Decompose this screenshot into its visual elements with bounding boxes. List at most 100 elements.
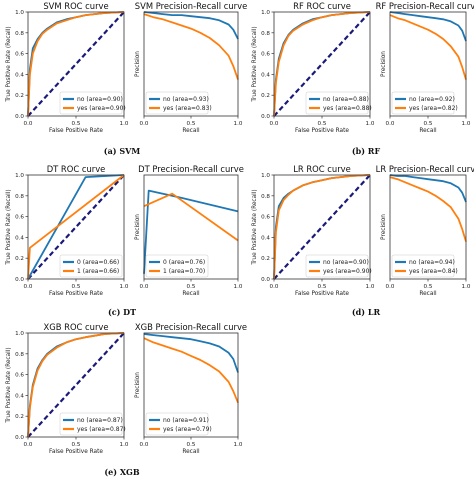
series-line-1 [389, 176, 467, 242]
chart-title: LR Precision-Recall curve [376, 164, 474, 174]
x-tick-label: 0.5 [72, 121, 81, 127]
y-tick-label: 1.0 [15, 10, 24, 16]
y-tick-label: 0.4 [15, 72, 24, 78]
y-tick-label: 0.2 [261, 93, 270, 99]
chart-panel-8: XGB ROC curve 0.0 0.5 1.0 0.0 0.2 0.4 0.6 0.8 1.0… [6, 322, 129, 455]
caption-svm: (a) SVM [104, 146, 141, 156]
y-tick-label: 0.8 [261, 31, 270, 37]
series-line-1 [389, 14, 467, 80]
legend-label: no (area=0.91) [163, 417, 209, 424]
series-line-1 [143, 13, 239, 80]
caption-dt: (c) DT [108, 307, 136, 317]
legend-box [391, 91, 455, 115]
chart-title: XGB ROC curve [43, 322, 108, 332]
y-tick-label: 0.4 [261, 235, 270, 241]
y-tick-label: 0.0 [15, 114, 24, 120]
x-tick-label: 1.0 [234, 442, 243, 448]
legend: no (area=0.94) yes (area=0.84) [391, 254, 458, 278]
legend-label: no (area=0.92) [409, 96, 455, 103]
series-line-0 [27, 174, 125, 280]
y-axis-label: Precision [135, 372, 141, 398]
x-tick-label: 0.5 [72, 442, 81, 448]
legend-box [305, 91, 369, 115]
chart-panel-4: DT ROC curve 0.0 0.5 1.0 0.0 0.2 0.4 0.6 0.8 1.0 F… [6, 164, 129, 297]
legend-box [59, 91, 123, 115]
legend-box [145, 91, 209, 115]
legend-label: 0 (area=0.66) [77, 259, 119, 266]
y-axis-label: Precision [381, 51, 387, 77]
legend-box [391, 254, 455, 278]
chart-panel-7: LR Precision-Recall curve 0.0 0.5 1.0 Recall… [376, 164, 474, 297]
x-axis-label: Recall [419, 128, 437, 134]
legend-label: yes (area=0.84) [409, 268, 458, 275]
x-tick-label: 1.0 [462, 121, 471, 127]
legend-label: no (area=0.93) [163, 96, 209, 103]
x-tick-label: 1.0 [234, 121, 243, 127]
legend-label: yes (area=0.90) [77, 105, 126, 112]
y-tick-label: 0.4 [261, 72, 270, 78]
legend-label: no (area=0.90) [77, 96, 123, 103]
y-axis-label: True Positive Rate (Recall) [6, 347, 12, 423]
chart-panel-5: DT Precision-Recall curve 0.0 0.5 1.0 Recall… [135, 164, 244, 297]
x-tick-label: 1.0 [120, 442, 129, 448]
chart-panel-9: XGB Precision-Recall curve 0.0 0.5 1.0 Recal… [135, 322, 247, 455]
series-line-1 [273, 174, 371, 280]
legend: no (area=0.93) yes (area=0.83) [145, 91, 212, 115]
chart-title: SVM Precision-Recall curve [135, 1, 247, 11]
y-tick-label: 0.0 [261, 277, 270, 283]
x-axis-label: Recall [182, 449, 200, 455]
legend: no (area=0.91) yes (area=0.79) [145, 412, 212, 436]
y-tick-label: 0.4 [15, 393, 24, 399]
x-axis-label: Recall [419, 291, 437, 297]
y-tick-label: 0.6 [261, 215, 270, 221]
x-tick-label: 0.5 [424, 121, 433, 127]
legend: no (area=0.87) yes (area=0.87) [59, 412, 126, 436]
x-tick-label: 0.0 [270, 121, 279, 127]
x-axis-label: Recall [182, 291, 200, 297]
y-axis-label: True Positive Rate (Recall) [252, 189, 258, 265]
x-tick-label: 0.0 [24, 121, 33, 127]
x-tick-label: 0.0 [270, 284, 279, 290]
chart-title: RF ROC curve [293, 1, 351, 11]
y-tick-label: 0.6 [15, 52, 24, 58]
caption-xgb: (e) XGB [104, 467, 139, 477]
legend-box [59, 412, 123, 436]
y-tick-label: 0.8 [15, 31, 24, 37]
y-tick-label: 0.6 [15, 215, 24, 221]
chart-panel-1: SVM Precision-Recall curve 0.0 0.5 1.0 Recal… [135, 1, 247, 134]
series-line-1 [27, 11, 125, 117]
y-tick-label: 0.2 [15, 93, 24, 99]
legend-label: no (area=0.87) [77, 417, 123, 424]
x-tick-label: 0.0 [140, 121, 149, 127]
legend-box [145, 412, 209, 436]
x-axis-label: Recall [182, 128, 200, 134]
y-tick-label: 0.8 [261, 194, 270, 200]
legend-label: 0 (area=0.76) [163, 259, 205, 266]
chart-panel-2: RF ROC curve 0.0 0.5 1.0 0.0 0.2 0.4 0.6 0.8 1.0 F… [252, 1, 375, 134]
legend: no (area=0.90) yes (area=0.90) [59, 91, 126, 115]
legend-label: yes (area=0.88) [323, 105, 372, 112]
x-tick-label: 0.5 [187, 284, 196, 290]
chart-title: DT Precision-Recall curve [138, 164, 244, 174]
y-tick-label: 0.6 [261, 52, 270, 58]
y-axis-label: Precision [381, 214, 387, 240]
x-tick-label: 0.0 [386, 121, 395, 127]
x-axis-label: False Positive Rate [295, 128, 349, 134]
legend: no (area=0.88) yes (area=0.88) [305, 91, 372, 115]
series-line-1 [27, 174, 125, 280]
y-tick-label: 0.6 [15, 373, 24, 379]
legend-label: no (area=0.90) [323, 259, 369, 266]
y-tick-label: 0.8 [15, 194, 24, 200]
legend-box [59, 254, 123, 278]
y-tick-label: 1.0 [261, 173, 270, 179]
x-tick-label: 0.5 [72, 284, 81, 290]
legend-label: yes (area=0.79) [163, 426, 212, 433]
x-tick-label: 1.0 [120, 284, 129, 290]
x-tick-label: 0.0 [140, 284, 149, 290]
x-tick-label: 0.5 [318, 284, 327, 290]
legend: no (area=0.92) yes (area=0.82) [391, 91, 458, 115]
chart-title: XGB Precision-Recall curve [135, 322, 247, 332]
series-line-0 [389, 11, 467, 42]
legend-label: yes (area=0.83) [163, 105, 212, 112]
